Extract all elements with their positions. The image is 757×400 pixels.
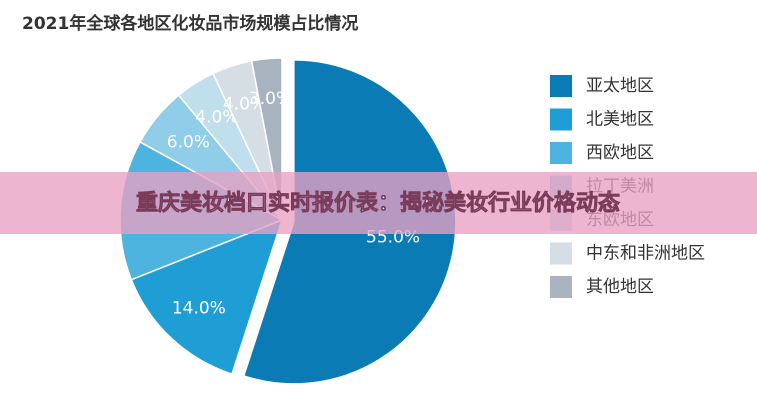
legend-label: 西欧地区 <box>586 143 654 163</box>
legend-label: 北美地区 <box>586 110 654 130</box>
legend-label: 亚太地区 <box>586 76 654 96</box>
legend-swatch <box>550 108 572 131</box>
chart-title: 2021年全球各地区化妆品市场规模占比情况 <box>22 13 358 34</box>
data-label: 4.0% <box>223 94 266 114</box>
data-label: 6.0% <box>167 133 210 153</box>
legend-label: 中东和非洲地区 <box>586 244 705 264</box>
legend-swatch <box>550 75 572 97</box>
legend-swatch <box>550 142 572 164</box>
pie-slice <box>130 218 284 376</box>
banner-band <box>0 172 757 234</box>
data-label: 14.0% <box>172 299 226 319</box>
legend-swatch <box>550 242 572 265</box>
banner-text: 重庆美妆档口实时报价表：揭秘美妆行业价格动态 <box>136 190 620 216</box>
data-label: 3.0% <box>249 89 292 109</box>
data-label: 4.0% <box>195 107 238 127</box>
legend-label: 其他地区 <box>586 277 654 297</box>
legend-swatch <box>550 276 572 298</box>
